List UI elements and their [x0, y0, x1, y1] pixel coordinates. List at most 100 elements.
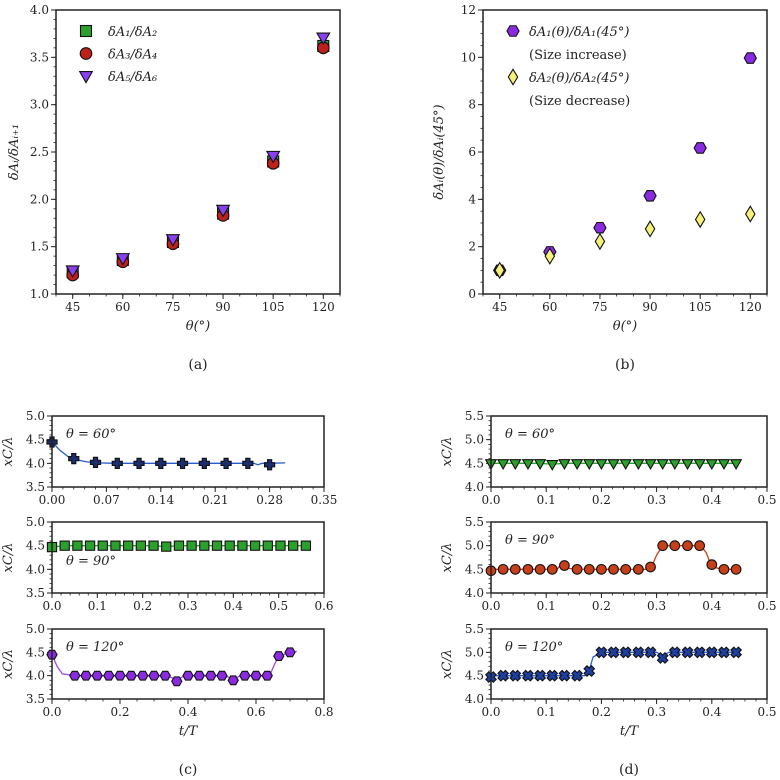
- data-point: [583, 459, 596, 470]
- series-2: [66, 41, 330, 282]
- y-tick-label: 3.5: [26, 480, 45, 494]
- series-1: [46, 647, 297, 687]
- axes-frame: [482, 9, 768, 295]
- data-point: [135, 540, 147, 551]
- data-point: [681, 646, 694, 659]
- data-point: [509, 669, 522, 682]
- data-point: [559, 560, 570, 571]
- y-tick-label: 5.0: [26, 409, 45, 423]
- data-point: [546, 563, 558, 575]
- x-tick-label: 0.00: [39, 493, 66, 507]
- x-tick-label: 0.2: [133, 599, 152, 613]
- x-tick-label: 0.1: [88, 599, 107, 613]
- data-point: [717, 459, 731, 470]
- x-tick-label: 90: [215, 300, 230, 314]
- y-tick-label: 4.0: [30, 3, 49, 17]
- annotation: θ = 90°: [505, 533, 555, 548]
- chart-c-3: 0.0 0.2 0.4 0.6 0.8 3.5 4.0 4.5 5.0 t/T xC/λ θ = 12…: [1, 622, 334, 739]
- y-axis-label: δAᵢ(θ)/δAᵢ(45°): [432, 104, 447, 199]
- x-shape: [656, 651, 669, 664]
- x-tick-label: 0.07: [93, 493, 120, 507]
- x-tick-label: 0.1: [537, 493, 556, 507]
- data-point: [165, 234, 181, 247]
- series-1: [485, 540, 742, 577]
- data-point: [595, 459, 608, 470]
- data-point: [199, 540, 210, 551]
- y-tick-label: 4.0: [465, 692, 484, 706]
- x-tick-label: 60: [542, 300, 557, 314]
- series-3: [65, 32, 331, 279]
- data-point: [743, 52, 757, 64]
- data-point: [182, 670, 194, 681]
- data-point: [284, 647, 296, 658]
- data-point: [114, 670, 126, 681]
- data-point: [596, 563, 607, 575]
- data-point: [694, 210, 706, 229]
- x-tick-label: 0.4: [178, 705, 197, 719]
- data-point: [656, 459, 669, 470]
- x-shape: [705, 646, 718, 659]
- data-point: [729, 459, 743, 470]
- y-tick-label: 10: [461, 50, 476, 64]
- y-tick-label: 2: [468, 240, 476, 254]
- data-point: [571, 669, 584, 682]
- x-tick-label: 0.5: [757, 493, 776, 507]
- legend-label: δA₃/δA₄: [108, 48, 157, 63]
- data-point: [533, 459, 547, 470]
- y-axis-label: xC/λ: [1, 543, 16, 573]
- data-point: [705, 459, 719, 470]
- data-point: [717, 646, 730, 659]
- chart-a: 45 60 75 90 105 120 1.0 1.5 2.0 2.5 3.0 3.5 4.0 θ(°) δ…: [7, 3, 341, 334]
- legend-marker: [79, 24, 93, 38]
- x-shape: [583, 665, 596, 677]
- data-point: [534, 669, 547, 682]
- data-point: [744, 205, 756, 223]
- legend-entry: δA₅/δA₆: [78, 70, 157, 85]
- data-point: [263, 459, 276, 471]
- y-tick-label: 4.0: [465, 480, 484, 494]
- data-point: [509, 563, 521, 575]
- data-point: [593, 221, 607, 234]
- data-point: [571, 563, 583, 575]
- data-point: [227, 675, 239, 686]
- axes-frame: [55, 9, 341, 295]
- x-tick-label: 105: [262, 300, 285, 314]
- x-tick-label: 0.21: [202, 493, 229, 507]
- data-point: [494, 261, 506, 280]
- x-tick-label: 0.2: [592, 705, 611, 719]
- x-tick-label: 0.2: [110, 705, 129, 719]
- x-axis-label: t/T: [620, 724, 640, 739]
- data-point: [216, 670, 228, 681]
- y-tick-label: 3.5: [26, 586, 45, 600]
- y-axis-label: δAᵢ/δAᵢ₊₁: [7, 124, 22, 180]
- x-tick-label: 0.2: [592, 493, 611, 507]
- series-1: [493, 52, 757, 277]
- x-tick-label: 0.5: [269, 599, 288, 613]
- data-point: [84, 540, 96, 551]
- x-tick-label: 0.0: [481, 599, 500, 613]
- data-point: [558, 459, 571, 470]
- x-tick-label: 75: [165, 300, 180, 314]
- x-shape: [595, 646, 608, 659]
- x-tick-label: 0.3: [647, 599, 666, 613]
- legend-label: δA₂(θ)/δA₂(45°): [529, 71, 629, 86]
- y-axis-label: xC/λ: [1, 649, 16, 679]
- data-point: [133, 457, 145, 469]
- x-shape: [717, 646, 730, 659]
- data-point: [544, 247, 556, 265]
- legend-marker: [507, 68, 519, 86]
- data-point: [250, 670, 262, 681]
- data-point: [275, 540, 286, 551]
- y-tick-label: 2.5: [30, 145, 49, 159]
- data-point: [288, 540, 299, 551]
- series-line: [51, 441, 286, 466]
- series-1: [46, 540, 312, 553]
- y-tick-label: 3.0: [30, 98, 49, 112]
- chart-c-1: 0.00 0.07 0.14 0.21 0.28 0.35 3.5 4.0 4.5 5.0 xC/λ…: [1, 409, 337, 507]
- data-point: [80, 670, 92, 681]
- data-point: [115, 253, 131, 266]
- series-2: [494, 205, 756, 280]
- data-point: [644, 220, 656, 238]
- data-point: [693, 459, 706, 470]
- data-point: [583, 665, 596, 677]
